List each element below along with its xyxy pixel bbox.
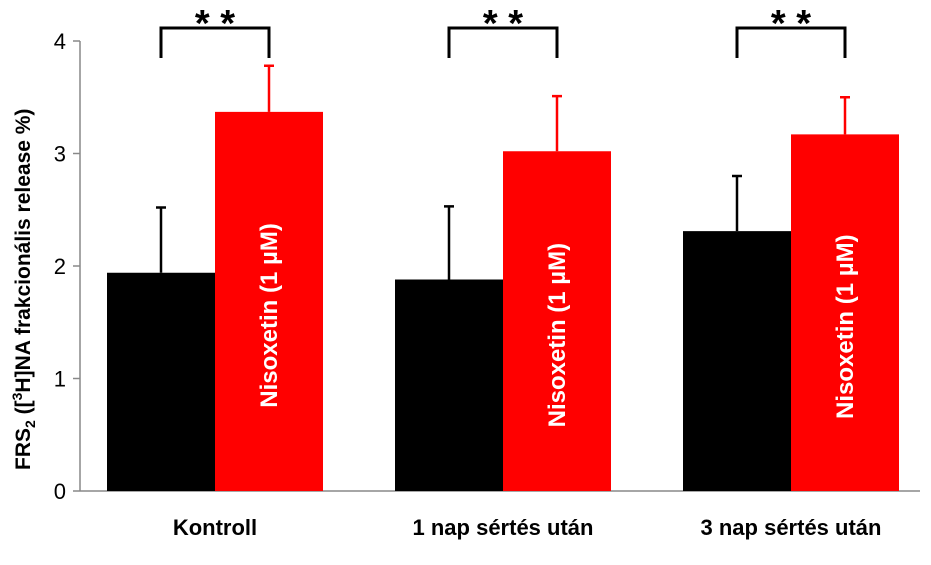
y-axis-label-prefix: FRS [12,428,35,470]
y-tick-label: 2 [54,254,66,279]
y-tick-label: 3 [54,142,66,167]
bar [395,279,503,491]
y-tick-label: 0 [54,479,66,504]
bar [791,134,899,491]
x-category-label: Kontroll [173,515,257,540]
y-axis-label: FRS2 ([3H]NA frakcionális release %) [9,109,38,470]
bar [683,231,791,491]
significance-bracket [447,26,559,58]
y-axis-label-middle: ([ [12,400,35,420]
y-axis-label-superscript: 3 [9,392,25,400]
significance-bracket [735,26,847,58]
y-tick-label: 1 [54,367,66,392]
y-axis-label-suffix: H]NA frakcionális release %) [12,109,35,393]
significance-bracket [159,26,271,58]
y-axis-label-subscript: 2 [22,420,38,428]
bar [503,151,611,491]
significance-stars: * * [195,3,235,45]
x-category-label: 3 nap sértés után [701,515,882,540]
bar-inside-label: Nisoxetin (1 µM) [256,223,283,408]
y-tick-label: 4 [54,29,66,54]
x-category-label: 1 nap sértés után [413,515,594,540]
plot-area: 0 1 2 3 4 Nisoxetin (1 µM) Nisoxetin (1 µM) Nis… [54,3,920,540]
bar [215,111,323,491]
significance-stars: * * [771,3,811,45]
bar-inside-label: Nisoxetin (1 µM) [544,243,571,428]
bar [107,272,215,491]
significance-stars: * * [483,3,523,45]
bar-inside-label: Nisoxetin (1 µM) [832,234,859,419]
